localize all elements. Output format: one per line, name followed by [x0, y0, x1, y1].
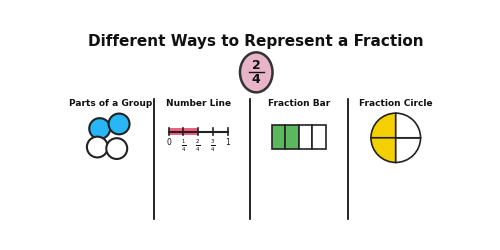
Text: 2: 2 [252, 59, 260, 72]
Circle shape [87, 137, 108, 158]
Text: 4: 4 [252, 73, 260, 86]
Text: 1: 1 [225, 138, 230, 147]
Text: Number Line: Number Line [166, 99, 230, 108]
Bar [168, 128, 198, 135]
Text: $\frac{3}{4}$: $\frac{3}{4}$ [210, 138, 216, 154]
Text: 0: 0 [166, 138, 171, 147]
Bar [286, 125, 299, 149]
Text: Fraction Circle: Fraction Circle [359, 99, 432, 108]
Bar [299, 125, 312, 149]
Text: Fraction Bar: Fraction Bar [268, 99, 330, 108]
Circle shape [106, 138, 127, 159]
Circle shape [108, 114, 130, 134]
Text: $\frac{1}{4}$: $\frac{1}{4}$ [180, 138, 186, 154]
Wedge shape [396, 113, 420, 138]
Text: $\frac{2}{4}$: $\frac{2}{4}$ [196, 138, 201, 154]
Wedge shape [396, 138, 420, 162]
Text: Different Ways to Represent a Fraction: Different Ways to Represent a Fraction [88, 34, 424, 49]
Text: Parts of a Group: Parts of a Group [69, 99, 152, 108]
Bar [312, 125, 326, 149]
Ellipse shape [240, 52, 272, 92]
Bar [272, 125, 285, 149]
Wedge shape [371, 138, 396, 162]
Wedge shape [371, 113, 396, 138]
Circle shape [89, 118, 110, 139]
